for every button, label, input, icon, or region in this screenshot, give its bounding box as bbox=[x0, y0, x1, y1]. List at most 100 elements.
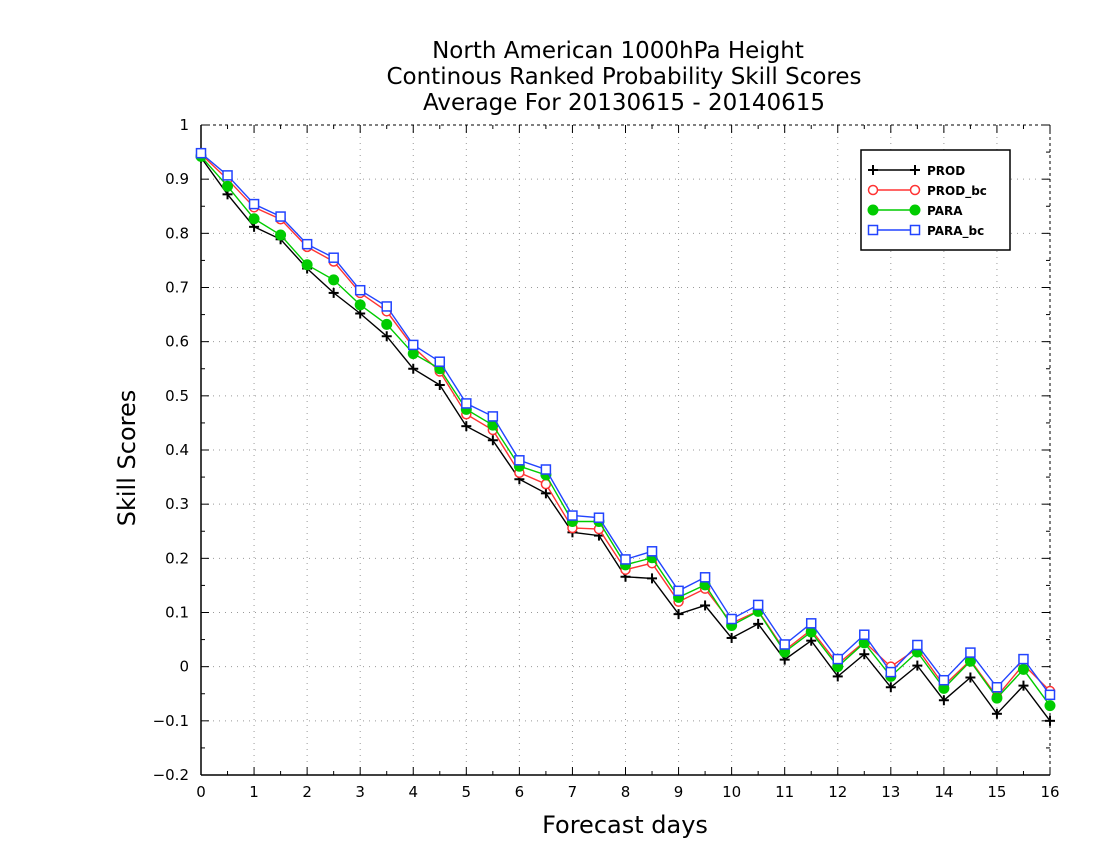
data-point-para-bc bbox=[461, 398, 472, 409]
data-point-prod bbox=[965, 672, 976, 683]
legend-marker bbox=[867, 184, 879, 196]
axes: 0 1 2 3 4 5 6 7 8 9 10 11 12 13 14 15 16−0.2−0.100.10.20… bbox=[153, 116, 1060, 801]
x-tick-label: 13 bbox=[881, 783, 900, 801]
data-point-prod bbox=[912, 660, 923, 671]
data-point-para bbox=[301, 259, 313, 271]
y-tick-label: 0 bbox=[179, 658, 189, 676]
data-point-prod bbox=[461, 421, 472, 432]
data-point-para-bc bbox=[540, 464, 552, 475]
data-point-prod bbox=[434, 380, 445, 390]
data-point-para bbox=[354, 299, 366, 311]
data-point-para-bc bbox=[408, 339, 419, 351]
data-point-para-bc bbox=[752, 599, 764, 611]
y-tick-label: 0.9 bbox=[165, 170, 189, 188]
y-tick-label: −0.2 bbox=[153, 766, 189, 784]
legend-item-para: PARA bbox=[867, 204, 963, 218]
data-point-prod bbox=[991, 708, 1002, 719]
legend-item-para-bc: PARA_bc bbox=[867, 224, 984, 239]
data-point-para bbox=[1017, 663, 1029, 675]
data-point-para-bc bbox=[620, 554, 631, 565]
data-point-prod bbox=[832, 671, 843, 682]
x-tick-label: 9 bbox=[674, 783, 684, 801]
y-tick-label: −0.1 bbox=[153, 712, 189, 730]
data-point-para bbox=[328, 274, 340, 286]
legend-marker bbox=[909, 224, 921, 236]
data-point-para-bc bbox=[514, 455, 525, 466]
data-point-prod bbox=[885, 682, 896, 693]
legend-marker bbox=[867, 204, 879, 216]
legend-marker bbox=[910, 165, 920, 175]
data-point-para-bc bbox=[673, 585, 684, 597]
data-point-prod bbox=[859, 649, 870, 660]
data-point-para bbox=[1044, 700, 1056, 712]
data-point-para-bc bbox=[938, 674, 950, 686]
data-point-prod bbox=[408, 363, 419, 374]
data-point-para-bc bbox=[646, 546, 658, 557]
data-point-para-bc bbox=[248, 198, 260, 210]
legend-box bbox=[860, 149, 1011, 251]
data-point-para-bc bbox=[434, 356, 446, 367]
y-tick-label: 0.8 bbox=[165, 224, 189, 242]
data-point-para-bc bbox=[965, 647, 976, 658]
legend-marker bbox=[909, 204, 921, 216]
series-layer bbox=[195, 147, 1056, 726]
y-axis-label: Skill Scores bbox=[113, 390, 141, 527]
data-point-prod bbox=[381, 331, 392, 342]
chart-title-line-1: North American 1000hPa Height bbox=[432, 38, 804, 64]
x-tick-label: 11 bbox=[775, 783, 794, 801]
data-point-para-bc bbox=[859, 629, 870, 640]
data-point-prod bbox=[726, 632, 737, 643]
data-point-prod bbox=[753, 618, 764, 629]
data-point-prod bbox=[673, 609, 684, 620]
data-point-prod bbox=[487, 435, 498, 446]
data-point-para-bc bbox=[1018, 653, 1029, 665]
x-tick-label: 6 bbox=[515, 783, 525, 801]
data-point-para-bc bbox=[381, 301, 392, 312]
x-tick-label: 14 bbox=[934, 783, 953, 801]
y-tick-label: 0.7 bbox=[165, 279, 189, 297]
x-tick-label: 7 bbox=[568, 783, 578, 801]
data-point-para-bc bbox=[195, 147, 207, 159]
data-point-para-bc bbox=[699, 572, 711, 583]
data-point-para-bc bbox=[832, 653, 843, 665]
data-point-para-bc bbox=[328, 252, 339, 263]
data-point-para-bc bbox=[991, 682, 1003, 693]
data-point-para bbox=[991, 692, 1003, 704]
x-tick-label: 15 bbox=[987, 783, 1006, 801]
data-point-prod bbox=[540, 488, 551, 499]
series-para bbox=[195, 150, 1056, 712]
data-point-prod bbox=[1045, 715, 1055, 726]
data-point-para-bc bbox=[487, 411, 499, 422]
chart-title-line-3: Average For 20130615 - 20140615 bbox=[423, 90, 825, 116]
legend-marker bbox=[909, 184, 921, 196]
grid-lines bbox=[201, 125, 1050, 775]
legend-item-prod-bc: PROD_bc bbox=[867, 184, 987, 199]
x-tick-label: 16 bbox=[1040, 783, 1059, 801]
x-tick-label: 8 bbox=[621, 783, 631, 801]
data-point-para-bc bbox=[567, 510, 578, 521]
data-point-para bbox=[381, 318, 393, 330]
data-point-para-bc bbox=[593, 512, 605, 523]
data-point-para-bc bbox=[301, 238, 313, 250]
x-tick-label: 4 bbox=[408, 783, 418, 801]
data-point-prod bbox=[328, 287, 339, 298]
x-axis-label: Forecast days bbox=[542, 811, 708, 839]
data-point-para-bc bbox=[726, 613, 737, 625]
x-tick-label: 0 bbox=[196, 783, 206, 801]
data-point-para-bc bbox=[912, 639, 923, 651]
legend-label: PARA bbox=[927, 204, 963, 218]
y-tick-label: 1 bbox=[179, 116, 189, 134]
x-tick-label: 1 bbox=[249, 783, 259, 801]
data-point-para-bc bbox=[1044, 689, 1056, 701]
legend-marker bbox=[868, 165, 878, 175]
data-point-para-bc bbox=[222, 170, 233, 181]
data-point-prod bbox=[700, 600, 711, 611]
data-point-prod bbox=[1018, 680, 1029, 691]
y-tick-label: 0.1 bbox=[165, 604, 189, 622]
legend-item-prod: PROD bbox=[868, 164, 965, 178]
chart-title-line-2: Continous Ranked Probability Skill Score… bbox=[386, 64, 861, 90]
data-point-para-bc bbox=[805, 618, 817, 629]
y-tick-label: 0.4 bbox=[165, 441, 189, 459]
x-tick-label: 2 bbox=[302, 783, 312, 801]
